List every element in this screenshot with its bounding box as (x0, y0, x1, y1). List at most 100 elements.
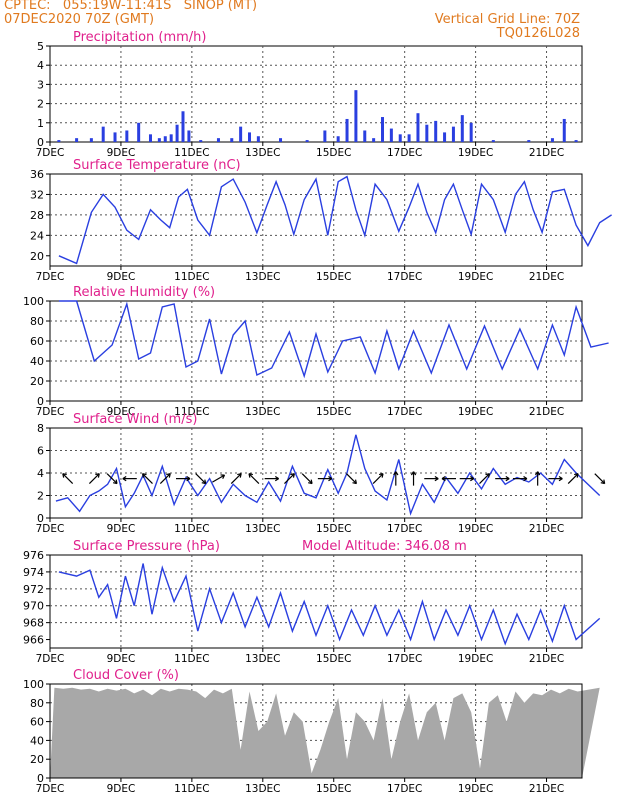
panel-0-title: Precipitation (mm/h) (73, 30, 206, 45)
panel-5-xtick-label: 9DEC (107, 783, 136, 795)
precip-bar (89, 138, 93, 142)
precip-bar (550, 138, 554, 142)
panel-0-ytick-label: 4 (37, 59, 44, 72)
panel-3-xtick-label: 11DEC (174, 523, 209, 535)
cloud-cover-area (50, 687, 600, 778)
precip-bar (187, 130, 191, 142)
wind-arrow (479, 473, 490, 484)
panel-4-ytick-label: 974 (23, 566, 44, 579)
panel-0-ytick-label: 5 (37, 40, 44, 53)
wind-arrow-head (248, 473, 254, 478)
precip-bar (469, 122, 473, 142)
panel-0-ytick-label: 2 (37, 98, 44, 111)
panel-1-series-line (58, 175, 612, 265)
panel-5-xtick-label: 19DEC (458, 783, 493, 795)
panel-5-ytick-label: 60 (30, 716, 44, 729)
panel-1-xtick-label: 17DEC (387, 271, 422, 283)
wind-arrow (301, 473, 313, 484)
wind-arrow-head (352, 479, 358, 485)
panel-3-ytick-label: 6 (37, 445, 44, 458)
wind-arrow-head (186, 475, 191, 482)
wind-arrow-head (166, 473, 171, 478)
precip-bar (443, 132, 447, 142)
header-init-time: 07DEC2020 70Z (GMT) (4, 12, 155, 27)
wind-arrow (159, 473, 171, 484)
panel-4-xtick-label: 21DEC (529, 653, 564, 665)
wind-arrow (372, 473, 384, 484)
panel-5-xtick-label: 13DEC (245, 783, 280, 795)
panel-2-xtick-label: 13DEC (245, 406, 280, 418)
wind-arrow-head (574, 473, 579, 478)
precip-bar (451, 126, 455, 142)
panel-2-series-line (58, 300, 609, 379)
panel-3-xtick-label: 7DEC (36, 523, 65, 535)
precip-bar (137, 122, 141, 142)
wind-arrow-head (308, 479, 313, 485)
panel-3-xtick-label: 21DEC (529, 523, 564, 535)
panel-4-ytick-label: 966 (23, 634, 44, 647)
wind-arrow-head (220, 474, 226, 479)
panel-0-xtick-label: 17DEC (387, 147, 422, 159)
panel-2-ytick-label: 60 (30, 335, 44, 348)
panel-2-xtick-label: 17DEC (387, 406, 422, 418)
panel-0-xtick-label: 7DEC (36, 147, 65, 159)
wind-arrow (62, 473, 74, 484)
precip-bar (491, 140, 495, 142)
panel-4-annotation: Model Altitude: 346.08 m (302, 539, 467, 554)
precip-bar (416, 113, 420, 142)
wind-arrow-head (378, 473, 384, 478)
panel-4-frame (49, 554, 583, 649)
wind-arrow-head (95, 473, 100, 478)
wind-arrow (594, 473, 606, 484)
header-grid-line: Vertical Grid Line: 70Z (434, 12, 580, 27)
panel-5-xtick-label: 11DEC (174, 783, 209, 795)
wind-arrow-head (470, 475, 475, 482)
panel-5-xtick-label: 7DEC (36, 783, 65, 795)
precip-bar (148, 134, 152, 142)
panel-2-title: Relative Humidity (%) (73, 285, 215, 300)
panel-0-xtick-label: 19DEC (458, 147, 493, 159)
wind-arrow-head (535, 471, 541, 476)
wind-arrow-head (141, 473, 147, 478)
panel-0-xtick-label: 21DEC (529, 147, 564, 159)
panel-3-ytick-label: 2 (37, 490, 44, 503)
panel-4-xtick-label: 19DEC (458, 653, 493, 665)
wind-arrow-head (523, 475, 528, 482)
panel-5-frame-overlay (49, 683, 583, 779)
panel-0-frame (49, 45, 583, 143)
panel-3-xtick-label: 17DEC (387, 523, 422, 535)
panel-1-xtick-label: 7DEC (36, 271, 65, 283)
precip-bar (434, 120, 438, 142)
panel-1-ytick-label: 32 (30, 188, 44, 201)
wind-arrow-head (328, 475, 333, 482)
panel-2-ytick-label: 100 (23, 295, 44, 308)
precip-bar (381, 117, 384, 142)
precip-bar (157, 138, 161, 142)
precip-bar (113, 132, 117, 142)
wind-arrow-head (201, 479, 207, 485)
panel-4-xtick-label: 7DEC (36, 653, 65, 665)
wind-arrow-head (558, 475, 563, 482)
precip-bar (75, 138, 79, 142)
precip-bar (336, 136, 340, 142)
panel-4-title: Surface Pressure (hPa) (73, 539, 220, 554)
precip-bar (305, 140, 309, 142)
panel-5-xtick-label: 15DEC (316, 783, 351, 795)
wind-arrow (284, 473, 295, 484)
wind-arrow-head (441, 475, 446, 482)
panel-4-xtick-label: 13DEC (245, 653, 280, 665)
panel-5-ytick-label: 0 (37, 772, 44, 785)
precip-bar (230, 138, 234, 142)
panel-2-xtick-label: 11DEC (174, 406, 209, 418)
wind-arrow-head (600, 479, 606, 485)
precip-bar (425, 124, 429, 142)
panel-0-ytick-label: 3 (37, 78, 44, 91)
panel-1-xtick-label: 19DEC (458, 271, 493, 283)
wind-arrow-head (112, 479, 118, 485)
header-model: TQ0126L028 (496, 26, 580, 41)
panel-5-ytick-label: 100 (23, 678, 44, 691)
precip-bar (527, 140, 531, 142)
panel-1-ytick-label: 24 (30, 229, 44, 242)
panel-4-series-line (58, 563, 601, 646)
